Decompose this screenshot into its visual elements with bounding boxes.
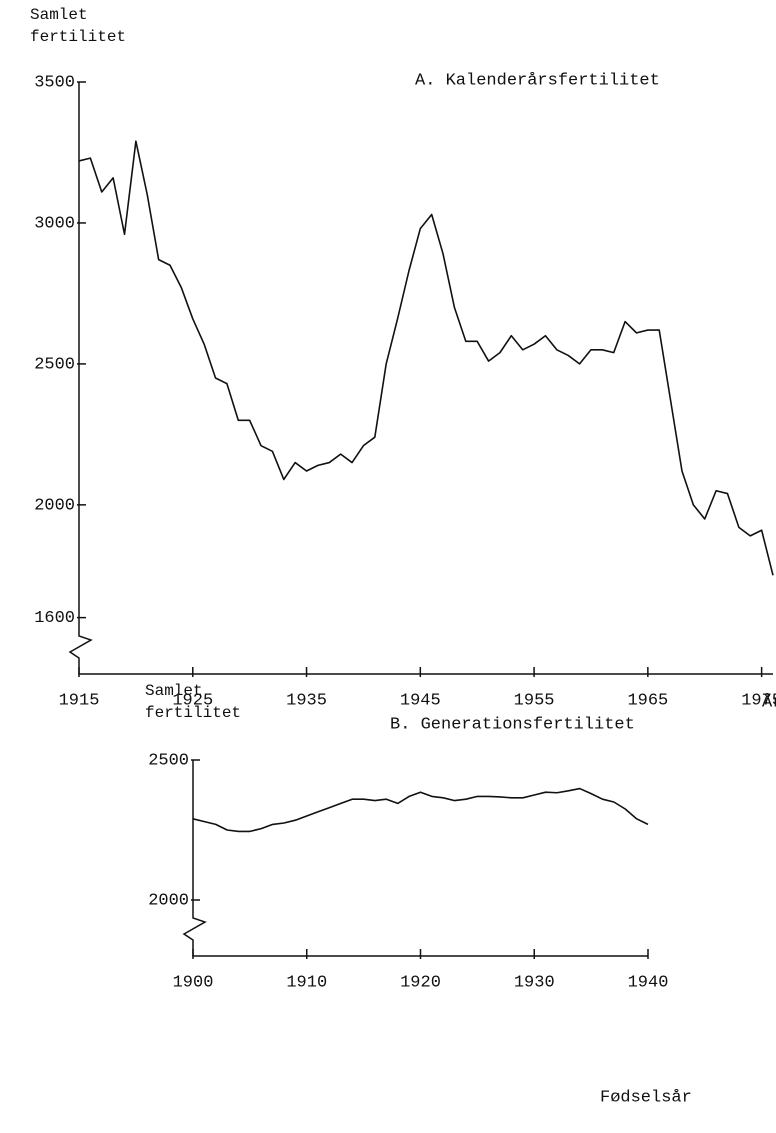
data-line bbox=[78, 140, 774, 576]
data-line bbox=[192, 787, 649, 833]
y-tick-label: 3000 bbox=[34, 214, 75, 233]
x-tick-label: 1920 bbox=[400, 973, 441, 992]
x-tick-label: 1935 bbox=[286, 691, 327, 710]
y-tick-label: 2000 bbox=[34, 496, 75, 515]
x-tick-label: 1955 bbox=[514, 691, 555, 710]
x-tick-label: 1940 bbox=[628, 973, 669, 992]
x-axis-label: Fødselsår bbox=[600, 1088, 692, 1107]
x-tick-label: 1945 bbox=[400, 691, 441, 710]
y-tick-label: 3500 bbox=[34, 73, 75, 92]
y-tick-label: 2500 bbox=[148, 751, 189, 770]
x-tick-label: 1900 bbox=[173, 973, 214, 992]
x-axis-label: År bbox=[762, 693, 776, 712]
x-tick-label: 1930 bbox=[514, 973, 555, 992]
y-tick-label: 2500 bbox=[34, 355, 75, 374]
x-tick-label: 1975 bbox=[741, 691, 776, 710]
x-tick-label: 1910 bbox=[286, 973, 327, 992]
chart-title: B. Generationsfertilitet bbox=[390, 715, 635, 734]
y-axis-label: Samlet fertilitet bbox=[30, 6, 127, 46]
y-tick-label: 2000 bbox=[148, 891, 189, 910]
y-tick-label: 1600 bbox=[34, 609, 75, 628]
x-tick-label: 1965 bbox=[627, 691, 668, 710]
chart-title: A. Kalenderårsfertilitet bbox=[415, 71, 660, 90]
x-tick-label: 1925 bbox=[172, 691, 213, 710]
x-tick-label: 1915 bbox=[59, 691, 100, 710]
y-axis-label: Samlet fertilitet bbox=[145, 682, 242, 722]
